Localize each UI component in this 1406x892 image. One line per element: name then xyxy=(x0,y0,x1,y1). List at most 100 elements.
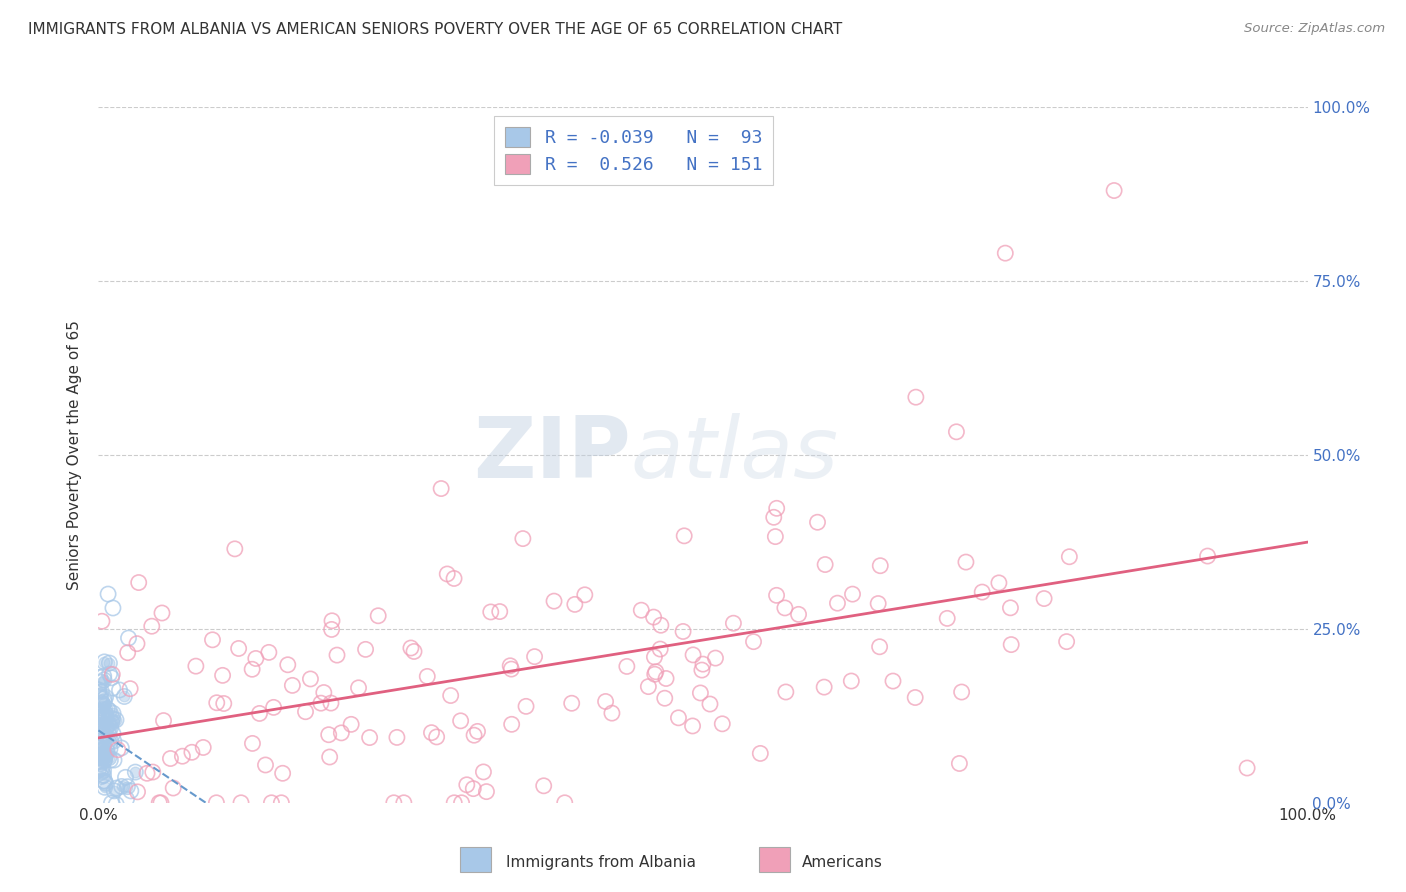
Point xyxy=(91,698,114,713)
Point xyxy=(91,697,114,711)
Point xyxy=(91,738,114,752)
Point xyxy=(193,740,215,755)
Point xyxy=(93,780,115,795)
Point xyxy=(224,541,246,556)
Point xyxy=(105,713,128,727)
Point xyxy=(904,390,927,404)
Point xyxy=(643,610,665,624)
Point xyxy=(111,780,134,794)
Point xyxy=(93,747,115,762)
Point xyxy=(277,657,299,672)
Point xyxy=(319,696,342,710)
Point xyxy=(100,671,122,685)
Point xyxy=(93,673,115,687)
Point xyxy=(359,731,381,745)
Point xyxy=(101,712,124,726)
Point xyxy=(89,716,111,731)
Point xyxy=(650,618,672,632)
Point xyxy=(426,730,449,744)
Point xyxy=(90,770,112,784)
Point xyxy=(93,752,115,766)
Point xyxy=(443,571,465,585)
Point xyxy=(89,691,111,706)
Point xyxy=(93,695,115,709)
Point xyxy=(499,658,522,673)
Point xyxy=(93,655,115,669)
Point xyxy=(184,659,207,673)
Point xyxy=(98,742,121,756)
Point xyxy=(87,705,110,719)
Point xyxy=(869,558,891,573)
Point xyxy=(108,683,131,698)
Point xyxy=(124,765,146,780)
Point xyxy=(93,673,115,687)
Point xyxy=(105,713,128,727)
Point xyxy=(93,754,115,768)
Point xyxy=(814,558,837,572)
Point xyxy=(90,756,112,771)
Point xyxy=(299,672,322,686)
Point xyxy=(742,634,765,648)
Point xyxy=(89,690,111,704)
Point xyxy=(201,632,224,647)
Point xyxy=(94,748,117,763)
Point xyxy=(101,681,124,695)
Point xyxy=(501,662,523,676)
Text: Source: ZipAtlas.com: Source: ZipAtlas.com xyxy=(1244,22,1385,36)
Point xyxy=(533,779,555,793)
Point xyxy=(655,672,678,686)
Point xyxy=(682,719,704,733)
Point xyxy=(450,714,472,728)
Point xyxy=(90,810,112,824)
Point xyxy=(100,734,122,748)
Point xyxy=(1000,638,1022,652)
Point xyxy=(523,649,546,664)
Point xyxy=(101,706,124,721)
Point xyxy=(87,763,110,777)
Point xyxy=(318,728,340,742)
Point xyxy=(114,770,136,784)
Point xyxy=(91,697,114,711)
Point xyxy=(263,700,285,714)
Point xyxy=(416,669,439,683)
Point xyxy=(543,594,565,608)
Point xyxy=(955,555,977,569)
Point xyxy=(90,684,112,698)
Point xyxy=(91,614,114,628)
Point xyxy=(90,705,112,719)
Point xyxy=(668,711,690,725)
Point xyxy=(574,588,596,602)
Point xyxy=(91,751,114,765)
Point xyxy=(673,529,696,543)
Point xyxy=(94,748,117,763)
Point xyxy=(972,585,994,599)
Point xyxy=(242,736,264,750)
Point xyxy=(1000,600,1022,615)
Point xyxy=(101,715,124,730)
Point xyxy=(94,711,117,725)
Point xyxy=(91,764,114,779)
Point xyxy=(117,646,139,660)
Point xyxy=(827,596,849,610)
Point xyxy=(96,720,118,734)
Point xyxy=(1197,549,1219,563)
Point xyxy=(775,685,797,699)
Point xyxy=(211,668,233,682)
Point xyxy=(94,690,117,705)
Y-axis label: Seniors Poverty Over the Age of 65: Seniors Poverty Over the Age of 65 xyxy=(67,320,83,590)
Point xyxy=(98,667,121,681)
Point xyxy=(94,747,117,762)
Point xyxy=(1102,184,1125,198)
Point xyxy=(98,656,121,670)
Point xyxy=(90,724,112,739)
Point xyxy=(90,740,112,755)
Point xyxy=(450,796,472,810)
Point xyxy=(96,744,118,758)
Point xyxy=(93,754,115,768)
Point xyxy=(430,482,453,496)
Point xyxy=(94,746,117,760)
Point xyxy=(1059,549,1081,564)
Point xyxy=(91,761,114,775)
Point xyxy=(97,751,120,765)
Point xyxy=(205,696,228,710)
